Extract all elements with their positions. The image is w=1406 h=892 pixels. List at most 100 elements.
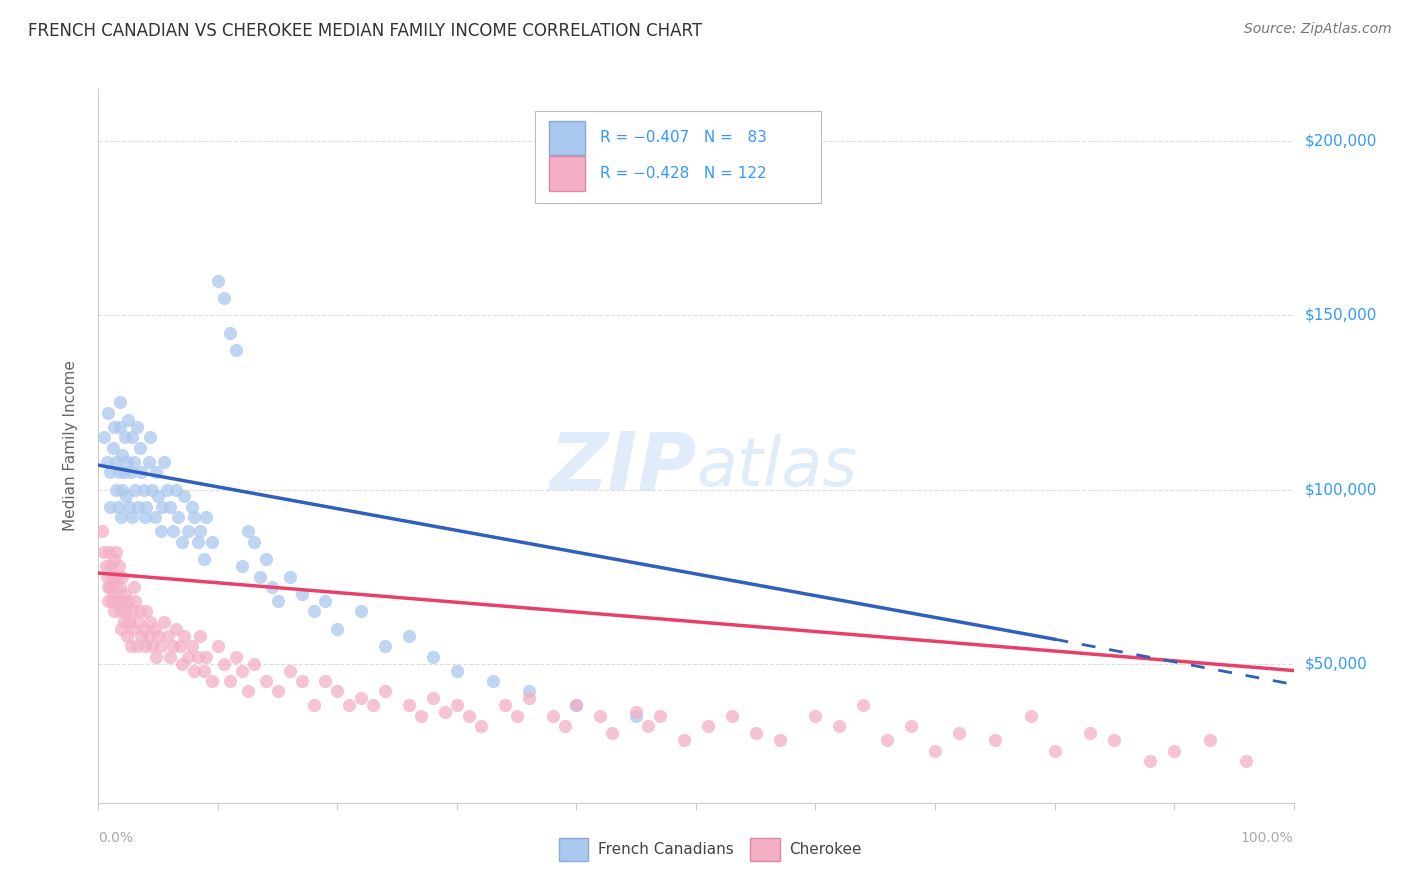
Point [132,622,155,636]
Point [115,629,138,643]
Point [162,639,184,653]
FancyBboxPatch shape [534,111,821,203]
FancyBboxPatch shape [558,838,589,861]
Point [101,587,124,601]
Point [107,594,129,608]
Point [745,726,768,740]
Point [177,649,200,664]
Point [374,639,396,653]
Point [105,455,128,469]
Point [105,569,128,583]
Point [117,594,139,608]
Point [101,569,124,583]
Point [124,455,146,469]
Point [111,569,134,583]
Point [180,639,202,653]
Point [107,500,129,514]
Point [697,719,720,733]
Point [108,604,131,618]
Text: French Canadians: French Canadians [598,842,734,856]
Point [131,465,153,479]
Point [103,604,125,618]
Point [326,622,349,636]
Point [219,326,242,340]
Point [104,580,127,594]
Point [98,465,122,479]
Point [114,430,136,444]
Point [122,622,145,636]
Point [225,649,247,664]
Point [129,604,152,618]
Point [374,684,396,698]
Text: FRENCH CANADIAN VS CHEROKEE MEDIAN FAMILY INCOME CORRELATION CHART: FRENCH CANADIAN VS CHEROKEE MEDIAN FAMIL… [28,22,702,40]
Point [125,420,148,434]
Text: Source: ZipAtlas.com: Source: ZipAtlas.com [1244,22,1392,37]
Point [219,673,242,688]
Point [159,649,181,664]
Point [173,629,195,643]
Point [254,552,277,566]
Point [249,569,271,583]
Point [363,698,385,713]
Point [422,691,444,706]
Point [1234,754,1257,768]
Point [135,604,157,618]
Point [148,629,170,643]
Point [183,664,205,678]
Point [165,622,187,636]
Point [212,291,235,305]
Point [1163,743,1185,757]
Point [446,664,468,678]
Point [481,673,505,688]
Point [225,343,247,358]
Point [243,657,266,671]
Point [103,552,125,566]
Text: ZIP: ZIP [548,428,696,507]
Point [108,420,131,434]
Point [315,594,337,608]
Point [177,524,200,539]
Point [541,708,564,723]
Point [201,673,224,688]
Point [278,569,301,583]
Y-axis label: Median Family Income: Median Family Income [63,360,77,532]
Text: $50,000: $50,000 [1305,656,1368,671]
Point [852,698,875,713]
Point [804,708,827,723]
Point [1080,726,1102,740]
Point [98,559,122,574]
Point [115,490,138,504]
Point [721,708,744,723]
Point [103,420,125,434]
Point [302,604,325,618]
Point [97,406,120,420]
Point [145,465,167,479]
Point [134,639,156,653]
Point [138,629,160,643]
Point [107,465,129,479]
Point [96,455,118,469]
Point [589,708,612,723]
Point [167,510,190,524]
Point [302,698,325,713]
Point [267,684,290,698]
Point [624,706,647,720]
Point [135,500,157,514]
Point [517,691,540,706]
Point [125,639,148,653]
Point [108,395,131,409]
Point [194,510,217,524]
Point [115,455,138,469]
FancyBboxPatch shape [548,156,585,191]
Point [458,708,481,723]
Point [900,719,922,733]
Point [350,691,373,706]
Point [673,733,696,747]
Point [433,706,456,720]
Point [290,587,312,601]
Point [98,500,122,514]
Point [231,559,253,574]
Point [470,719,492,733]
Point [506,708,529,723]
Point [1102,733,1125,747]
